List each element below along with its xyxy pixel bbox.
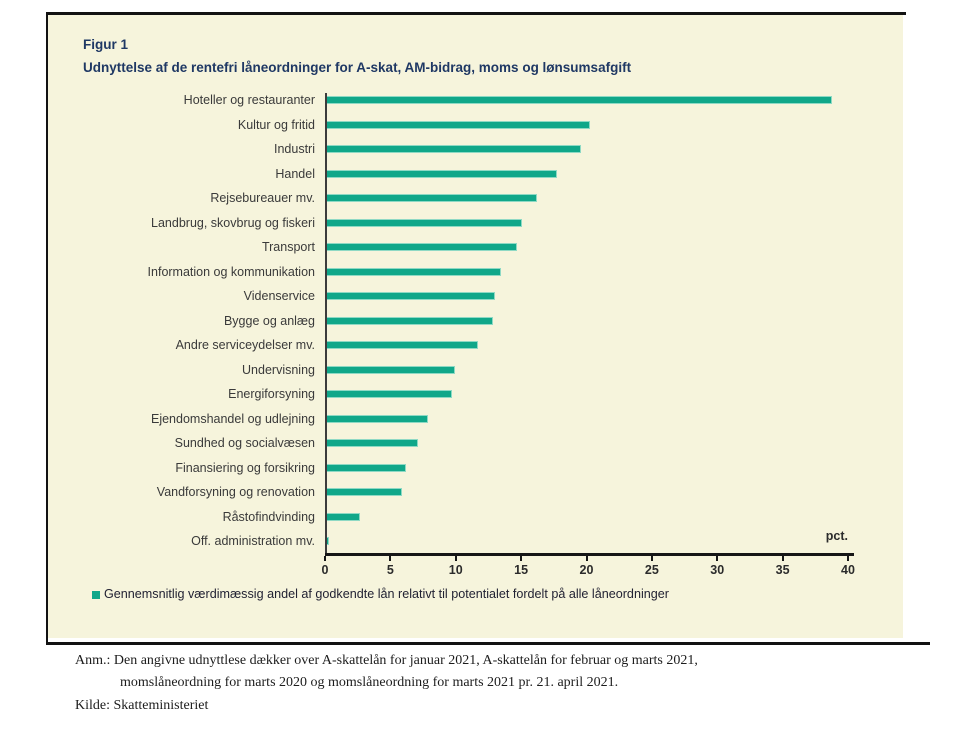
tick-mark <box>650 556 653 561</box>
tick-mark <box>585 556 588 561</box>
chart-row: Undervisning <box>48 358 858 383</box>
bar <box>326 96 832 104</box>
axis-unit-label: pct. <box>825 529 848 543</box>
tick-mark <box>781 556 784 561</box>
bar <box>326 145 581 153</box>
bar <box>326 120 591 129</box>
category-label: Andre serviceydelser mv. <box>175 338 315 352</box>
bar <box>326 169 558 178</box>
tick-mark <box>520 556 523 561</box>
bar <box>326 218 523 227</box>
tick-label: 15 <box>514 563 529 577</box>
chart-legend: Gennemsnitlig værdimæssig andel af godke… <box>92 587 669 601</box>
figure-title: Udnyttelse af de rentefri låneordninger … <box>83 60 632 75</box>
tick-label: 20 <box>579 563 594 577</box>
tick-mark <box>454 556 457 561</box>
chart-row: Ejendomshandel og udlejning <box>48 407 858 432</box>
category-label: Off. administration mv. <box>191 534 315 548</box>
tick-mark <box>716 556 719 561</box>
chart-row: Råstofindvinding <box>48 505 858 530</box>
tick-label: 25 <box>644 563 659 577</box>
bottom-divider <box>46 642 930 645</box>
tick-label: 5 <box>386 563 394 577</box>
bar <box>326 414 428 423</box>
chart-row: Information og kommunikation <box>48 260 858 285</box>
category-label: Ejendomshandel og udlejning <box>150 411 315 426</box>
category-label: Bygge og anlæg <box>223 313 315 328</box>
category-label: Vandforsyning og renovation <box>156 485 315 499</box>
bar <box>326 390 452 398</box>
tick-label: 10 <box>448 563 463 577</box>
chart-row: Hoteller og restauranter <box>48 88 858 113</box>
category-label: Transport <box>261 240 315 254</box>
legend-label: Gennemsnitlig værdimæssig andel af godke… <box>104 587 669 601</box>
tick-label: 0 <box>321 563 329 577</box>
left-divider <box>46 12 48 645</box>
chart-row: Landbrug, skovbrug og fiskeri <box>48 211 858 236</box>
figure-panel: Figur 1 Udnyttelse af de rentefri låneor… <box>48 15 903 638</box>
chart-row: Vandforsyning og renovation <box>48 480 858 505</box>
bar <box>326 341 478 349</box>
bar <box>326 365 456 374</box>
top-divider <box>46 12 906 15</box>
chart-row: Industri <box>48 137 858 162</box>
bar <box>326 512 360 521</box>
category-label: Undervisning <box>242 362 315 377</box>
footnote-line: Anm.: Den angivne udnyttlese dækker over… <box>75 653 698 668</box>
chart-row: Off. administration mv. <box>48 529 858 554</box>
x-axis-line <box>325 553 854 556</box>
tick-label: 30 <box>710 563 725 577</box>
chart-row: Finansiering og forsikring <box>48 456 858 481</box>
category-label: Sundhed og socialvæsen <box>174 436 315 450</box>
chart-row: Kultur og fritid <box>48 113 858 138</box>
bar <box>326 194 537 202</box>
figure-number: Figur 1 <box>83 37 129 52</box>
y-axis-line <box>325 93 327 556</box>
bar <box>326 439 418 447</box>
chart-row: Rejsebureauer mv. <box>48 186 858 211</box>
chart-row: Energiforsyning <box>48 382 858 407</box>
tick-mark <box>847 556 849 561</box>
chart-row: Sundhed og socialvæsen <box>48 431 858 456</box>
bar <box>326 292 495 300</box>
tick-label: 35 <box>775 563 790 577</box>
category-label: Kultur og fritid <box>237 117 315 132</box>
bar <box>326 316 494 325</box>
chart-row: Andre serviceydelser mv. <box>48 333 858 358</box>
category-label: Rejsebureauer mv. <box>210 191 315 205</box>
category-label: Energiforsyning <box>228 387 315 401</box>
category-label: Videnservice <box>243 289 315 303</box>
category-label: Landbrug, skovbrug og fiskeri <box>151 215 315 230</box>
chart-row: Bygge og anlæg <box>48 309 858 334</box>
category-label: Råstofindvinding <box>222 509 315 524</box>
category-label: Handel <box>275 166 315 181</box>
source-note: Kilde: Skatteministeriet <box>75 698 209 713</box>
bar <box>326 463 406 472</box>
bar <box>326 488 402 496</box>
category-label: Industri <box>274 142 315 156</box>
figure-footnote: Anm.: Den angivne udnyttlese dækker over… <box>75 650 915 717</box>
bar <box>326 267 502 276</box>
chart-row: Videnservice <box>48 284 858 309</box>
tick-mark <box>324 556 326 561</box>
chart-row: Handel <box>48 162 858 187</box>
bar <box>326 243 517 251</box>
category-label: Finansiering og forsikring <box>175 460 315 475</box>
category-label: Information og kommunikation <box>147 264 315 279</box>
chart-row: Transport <box>48 235 858 260</box>
legend-swatch <box>92 590 100 599</box>
tick-label: 40 <box>841 563 855 577</box>
footnote-line: momslåneordning for marts 2020 og momslå… <box>120 675 619 690</box>
tick-mark <box>389 556 392 561</box>
category-label: Hoteller og restauranter <box>183 93 315 107</box>
